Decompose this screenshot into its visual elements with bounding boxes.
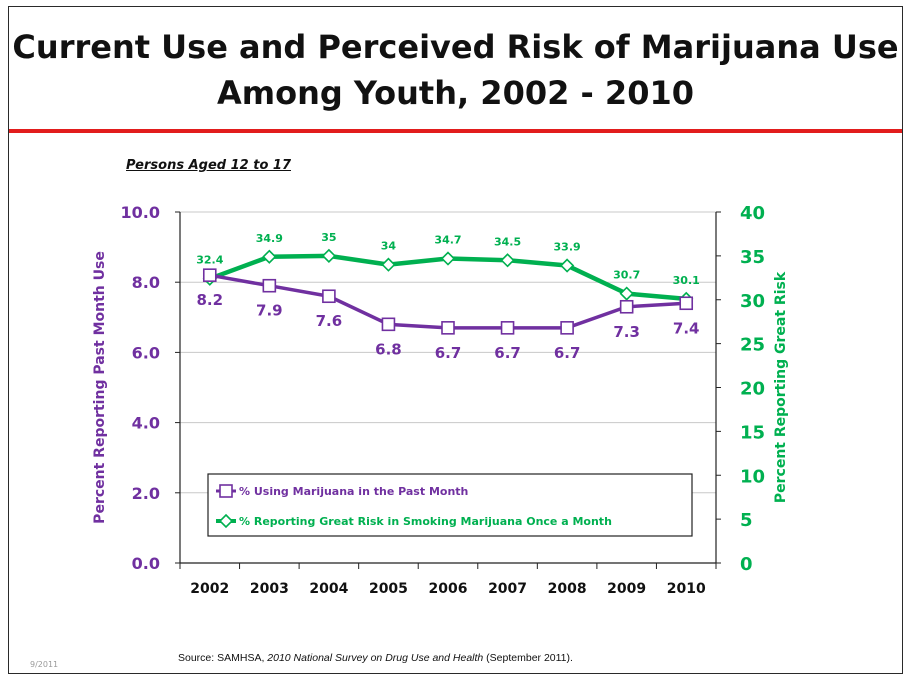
left-tick-label: 8.0: [132, 273, 160, 292]
right-tick-label: 35: [740, 247, 765, 268]
risk-point: [559, 258, 575, 273]
risk-data-label: 34.9: [256, 232, 283, 245]
right-tick-label: 20: [740, 379, 765, 400]
use-data-label: 6.8: [375, 340, 402, 358]
source-note: Source: SAMHSA, 2010 National Survey on …: [178, 652, 573, 664]
right-tick-label: 40: [740, 203, 765, 224]
risk-data-label: 30.1: [673, 274, 700, 287]
left-axis-title: Percent Reporting Past Month Use: [92, 251, 108, 524]
risk-point: [262, 249, 277, 264]
risk-point: [500, 253, 515, 268]
use-point: [202, 268, 217, 282]
use-data-label: 7.6: [316, 312, 343, 330]
use-data-label: 7.9: [256, 302, 283, 320]
risk-data-label: 33.9: [554, 241, 581, 254]
source-prefix: Source: SAMHSA,: [178, 652, 268, 664]
date-stamp: 9/2011: [30, 660, 59, 669]
risk-data-label: 34.5: [494, 235, 521, 248]
left-tick-label: 10.0: [121, 203, 160, 222]
chart-subtitle: Persons Aged 12 to 17: [126, 158, 291, 173]
x-tick-label: 2004: [309, 581, 348, 597]
right-tick-label: 10: [740, 466, 765, 487]
source-title: 2010 National Survey on Drug Use and Hea…: [267, 652, 484, 664]
right-tick-label: 30: [740, 291, 765, 312]
title-divider: [9, 129, 902, 133]
risk-point: [381, 257, 396, 272]
use-point: [560, 321, 574, 335]
source-suffix: (September 2011).: [483, 652, 573, 664]
risk-data-label: 34.7: [434, 234, 461, 247]
risk-point: [440, 251, 456, 266]
title-line-1: Current Use and Perceived Risk of Mariju…: [12, 28, 899, 66]
use-data-label: 6.7: [554, 344, 581, 362]
legend-use-marker: [219, 484, 233, 498]
right-tick-label: 15: [740, 422, 765, 443]
right-axis-title: Percent Reporting Great Risk: [773, 271, 789, 503]
x-tick-label: 2010: [667, 581, 706, 597]
left-tick-label: 6.0: [132, 343, 160, 362]
use-point: [381, 317, 396, 332]
use-data-label: 6.7: [435, 344, 462, 362]
risk-data-label: 30.7: [613, 269, 640, 282]
use-point: [619, 299, 634, 314]
risk-point: [619, 286, 634, 301]
x-tick-label: 2006: [429, 581, 468, 597]
use-point: [322, 289, 336, 304]
slide-frame: [8, 6, 903, 674]
left-tick-label: 0.0: [132, 554, 160, 573]
risk-data-label: 35: [321, 231, 336, 244]
legend-use-label: % Using Marijuana in the Past Month: [239, 485, 468, 498]
legend: % Using Marijuana in the Past Month % Rep…: [207, 473, 693, 537]
x-tick-label: 2002: [190, 581, 229, 597]
x-tick-label: 2008: [548, 581, 587, 597]
use-data-label: 7.3: [613, 323, 640, 341]
right-tick-label: 0: [740, 554, 753, 575]
use-point: [500, 321, 515, 335]
use-point: [441, 321, 455, 335]
x-tick-label: 2007: [488, 581, 527, 597]
legend-box: [207, 473, 693, 537]
use-data-label: 6.7: [494, 344, 521, 362]
x-tick-label: 2003: [250, 581, 289, 597]
chart-title: Current Use and Perceived Risk of Mariju…: [8, 24, 903, 116]
use-data-label: 7.4: [673, 319, 700, 337]
x-tick-label: 2005: [369, 581, 408, 597]
right-tick-label: 5: [740, 510, 753, 531]
risk-point: [321, 248, 337, 264]
right-tick-label: 25: [740, 335, 765, 356]
left-tick-label: 2.0: [132, 484, 160, 503]
use-point: [679, 296, 694, 311]
legend-risk-marker: [218, 513, 234, 529]
title-line-2: Among Youth, 2002 - 2010: [217, 74, 694, 112]
left-tick-label: 4.0: [132, 414, 160, 433]
use-point: [262, 278, 277, 293]
use-data-label: 8.2: [196, 291, 223, 309]
risk-data-label: 34: [381, 240, 397, 253]
x-tick-label: 2009: [607, 581, 646, 597]
risk-data-label: 32.4: [196, 254, 223, 267]
legend-risk-label: % Reporting Great Risk in Smoking Mariju…: [239, 515, 612, 528]
